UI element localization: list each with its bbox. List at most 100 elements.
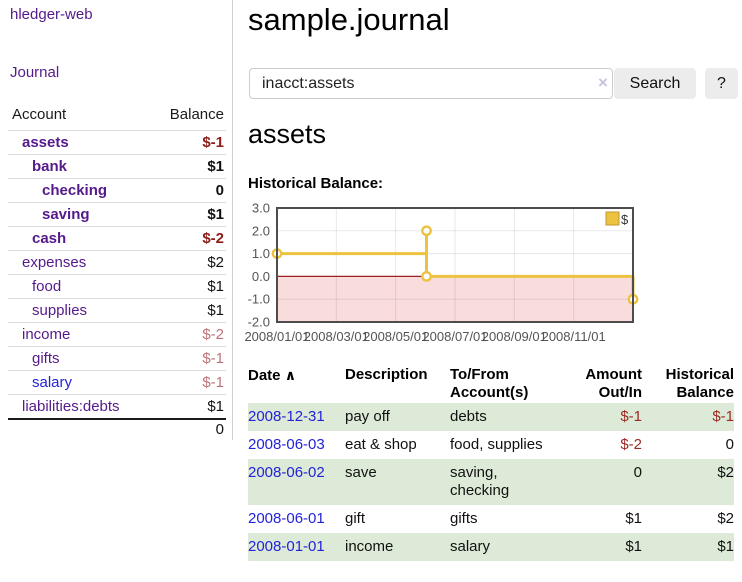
transaction-date-link[interactable]: 2008-06-03 (248, 436, 325, 453)
account-link-salary[interactable]: salary (32, 374, 73, 391)
transaction-balance: $-1 (642, 408, 734, 426)
account-balance: $-2 (202, 230, 224, 247)
register-header-description: Description (345, 366, 428, 383)
transaction-date-link[interactable]: 2008-12-31 (248, 408, 325, 425)
transaction-amount: $-1 (552, 408, 642, 426)
account-link-assets[interactable]: assets (22, 134, 69, 151)
register-row: 2008-12-31 pay off debts $-1 $-1 (248, 403, 734, 431)
legend-label: $ (621, 212, 629, 227)
legend-swatch (605, 211, 620, 226)
register-row: 2008-06-03 eat & shop food, supplies $-2 0 (248, 431, 734, 459)
account-heading: assets (248, 119, 327, 149)
transaction-description: gift (345, 510, 366, 527)
svg-text:2008/03/01: 2008/03/01 (304, 329, 369, 344)
svg-text:3.0: 3.0 (252, 201, 270, 216)
transaction-date-link[interactable]: 2008-06-02 (248, 464, 325, 481)
amount-value: 0 (633, 464, 642, 481)
balance-value: $-1 (712, 408, 734, 425)
account-link-checking[interactable]: checking (42, 182, 108, 199)
transaction-accounts: debts (450, 408, 487, 425)
clear-search-icon[interactable]: × (598, 73, 608, 92)
account-row: assets $-1 (8, 130, 226, 154)
account-balance: $-2 (202, 326, 224, 343)
account-link-bank[interactable]: bank (32, 158, 68, 175)
transaction-date-link[interactable]: 2008-01-01 (248, 538, 325, 555)
register-header-amount: Amount Out/In (585, 366, 642, 401)
svg-text:2008/09/01: 2008/09/01 (482, 329, 547, 344)
account-row: cash $-2 (8, 226, 226, 250)
accounts-total-row: 0 (8, 418, 226, 440)
transaction-date-link[interactable]: 2008-06-01 (248, 510, 325, 527)
register-header-accounts: To/From Account(s) (450, 366, 529, 401)
transaction-accounts: salary (450, 538, 491, 555)
balance-value: $1 (717, 538, 734, 555)
transaction-description: income (345, 538, 394, 555)
transaction-date: 2008-12-31 (248, 408, 345, 426)
plot-border (276, 207, 634, 323)
account-balance: $1 (207, 398, 224, 415)
svg-text:1.0: 1.0 (252, 246, 270, 261)
balance-value: 0 (725, 436, 734, 453)
svg-text:0.0: 0.0 (252, 269, 270, 284)
account-row: gifts $-1 (8, 346, 226, 370)
account-balance: $-1 (202, 374, 224, 391)
account-link-saving[interactable]: saving (42, 206, 90, 223)
sidebar-item-journal[interactable]: Journal (10, 64, 60, 81)
balance-value: $2 (717, 510, 734, 527)
register-header-date[interactable]: Date ∧ (248, 366, 345, 402)
accounts-header-account: Account (12, 106, 67, 123)
account-link-supplies[interactable]: supplies (32, 302, 88, 319)
accounts-tree: Account Balance assets $-1 bank $1 checking 0… (8, 100, 226, 440)
sidebar: hledger-web Journal Account Balance asse… (0, 0, 233, 440)
account-balance: $-1 (202, 350, 224, 367)
transaction-description: save (345, 464, 377, 481)
accounts-header-balance: Balance (169, 106, 224, 123)
transaction-amount: 0 (552, 464, 642, 500)
negative-region (277, 276, 633, 322)
account-balance: $-1 (202, 134, 224, 151)
account-balance: $1 (207, 302, 224, 319)
account-row: income $-2 (8, 322, 226, 346)
register-header-balance: Historical Balance (665, 366, 734, 401)
account-balance: $1 (207, 278, 224, 295)
account-balance: 0 (215, 182, 224, 199)
help-button[interactable]: ? (705, 68, 738, 99)
transaction-date: 2008-06-02 (248, 464, 345, 500)
register-row: 2008-06-02 save saving, checking 0 $2 (248, 459, 734, 505)
historical-balance-chart: 3.0 2.0 1.0 0.0 -1.0 -2.02008/01/012008/03/01… (244, 201, 639, 344)
transaction-accounts: saving, checking (450, 464, 510, 499)
account-link-income[interactable]: income (22, 326, 71, 343)
account-link-food[interactable]: food (32, 278, 62, 295)
svg-text:2008/01/01: 2008/01/01 (244, 329, 309, 344)
search-input[interactable] (249, 68, 613, 99)
date-header-label: Date (248, 367, 281, 384)
account-link-expenses[interactable]: expenses (22, 254, 87, 271)
transaction-description: pay off (345, 408, 390, 425)
account-link-liabilities-debts[interactable]: liabilities:debts (22, 398, 120, 415)
register-row: 2008-01-01 income salary $1 $1 (248, 533, 734, 561)
account-link-gifts[interactable]: gifts (32, 350, 60, 367)
account-row: liabilities:debts $1 (8, 394, 226, 418)
account-row: expenses $2 (8, 250, 226, 274)
account-row: salary $-1 (8, 370, 226, 394)
accounts-rows: assets $-1 bank $1 checking 0 saving $1 cash $-2 e… (8, 130, 226, 418)
transaction-balance: $2 (642, 510, 734, 528)
account-balance: $1 (207, 158, 224, 175)
search-button[interactable]: Search (614, 68, 696, 99)
account-row: checking 0 (8, 178, 226, 202)
app-title-link[interactable]: hledger-web (10, 6, 93, 23)
transaction-date: 2008-06-01 (248, 510, 345, 528)
transaction-amount: $1 (552, 510, 642, 528)
register-table: Date ∧ Description To/From Account(s) Am… (248, 366, 734, 561)
account-link-cash[interactable]: cash (32, 230, 67, 247)
account-row: saving $1 (8, 202, 226, 226)
data-point-marker (421, 225, 432, 237)
sort-ascending-icon: ∧ (284, 367, 297, 383)
register-rows: 2008-12-31 pay off debts $-1 $-1 2008-06-03 ea… (248, 403, 734, 561)
account-row: bank $1 (8, 154, 226, 178)
svg-text:-1.0: -1.0 (248, 292, 270, 307)
account-row: food $1 (8, 274, 226, 298)
transaction-accounts: gifts (450, 510, 478, 527)
account-balance: $1 (207, 206, 224, 223)
